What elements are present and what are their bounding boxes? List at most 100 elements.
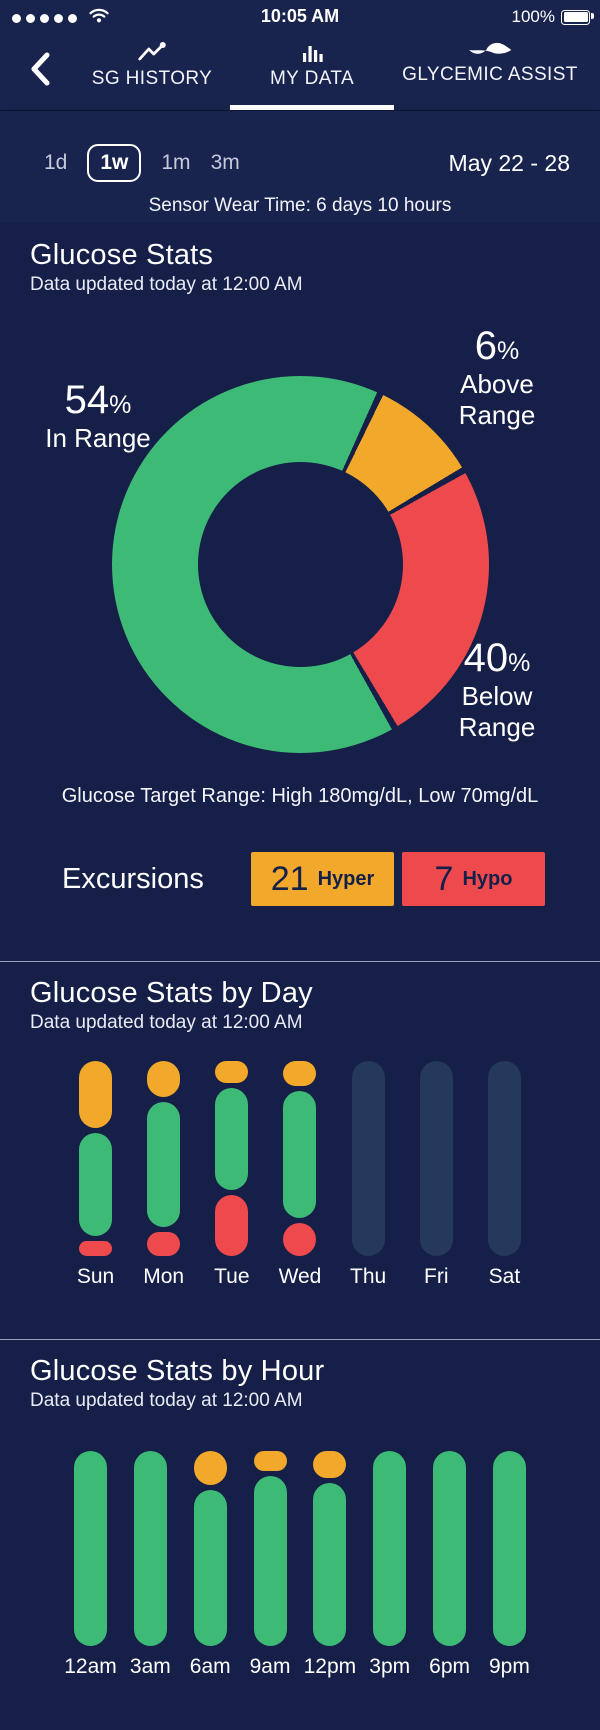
- bar-segment-in-range: [373, 1451, 407, 1646]
- bar-segment-in-range: [313, 1483, 347, 1646]
- bar-category-label: Thu: [350, 1265, 387, 1288]
- tab-glycemic-assist[interactable]: GLYCEMIC ASSIST: [402, 32, 578, 110]
- bar-category-label: Mon: [143, 1265, 185, 1288]
- bar-stack: [351, 1061, 385, 1256]
- wifi-icon: [89, 8, 109, 28]
- nav-bar: SG HISTORY MY DATA GLYCEMIC ASSIST: [0, 32, 600, 111]
- bar-column-3am: 3am: [130, 1451, 171, 1679]
- hyper-label: Hyper: [317, 867, 375, 890]
- bar-chart-icon: [300, 41, 324, 68]
- bar-segment-in-range: [283, 1091, 317, 1218]
- bar-segment-empty-bar: [487, 1061, 521, 1256]
- glucose-by-day-section: Glucose Stats by Day Data updated today …: [0, 961, 600, 1339]
- bar-column-thu: Thu: [350, 1061, 387, 1289]
- bar-stack: [79, 1061, 112, 1256]
- bar-column-3pm: 3pm: [369, 1451, 410, 1679]
- range-option-1d[interactable]: 1d: [44, 151, 68, 174]
- bar-segment-empty-bar: [351, 1061, 385, 1256]
- by-hour-subtitle: Data updated today at 12:00 AM: [30, 1390, 303, 1411]
- bar-stack: [487, 1061, 521, 1256]
- by-hour-title: Glucose Stats by Hour: [30, 1355, 325, 1387]
- bar-segment-above-range: [313, 1451, 347, 1479]
- bar-column-12am: 12am: [64, 1451, 117, 1679]
- bar-column-9pm: 9pm: [489, 1451, 530, 1679]
- bar-stack: [313, 1451, 347, 1646]
- bar-column-sat: Sat: [487, 1061, 521, 1289]
- excursions-row: Excursions 21 Hyper 7 Hypo: [0, 852, 600, 906]
- sensor-wear-time: Sensor Wear Time: 6 days 10 hours: [148, 195, 452, 216]
- hypo-label: Hypo: [462, 867, 513, 890]
- bar-segment-in-range: [79, 1132, 112, 1237]
- bar-category-label: Tue: [214, 1265, 250, 1288]
- status-bar: 10:05 AM 100%: [0, 0, 600, 32]
- tab-sg-history[interactable]: SG HISTORY: [92, 32, 213, 110]
- tab-label: MY DATA: [269, 68, 355, 89]
- bar-stack: [253, 1451, 287, 1646]
- donut-label-in-range: 54% In Range: [45, 378, 151, 453]
- bar-category-label: 6pm: [429, 1655, 470, 1678]
- target-range-text: Glucose Target Range: High 180mg/dL, Low…: [61, 785, 539, 807]
- tab-label: SG HISTORY: [91, 68, 213, 89]
- bar-segment-in-range: [253, 1475, 287, 1646]
- signal-dots-icon: [12, 13, 77, 23]
- tab-my-data[interactable]: MY DATA: [270, 32, 354, 110]
- bar-category-label: 9pm: [488, 1655, 530, 1678]
- tab-label: GLYCEMIC ASSIST: [402, 64, 578, 85]
- bar-stack: [373, 1451, 407, 1646]
- excursions-label: Excursions: [62, 862, 204, 895]
- range-row: 1d 1w 1m 3m May 22 - 28: [44, 141, 570, 185]
- range-option-1w[interactable]: 1w: [87, 144, 142, 182]
- bar-stack: [215, 1061, 249, 1257]
- status-right: 100%: [511, 7, 594, 27]
- bar-segment-in-range: [147, 1102, 181, 1227]
- bar-segment-above-range: [283, 1061, 317, 1087]
- bar-segment-empty-bar: [419, 1061, 453, 1256]
- bar-category-label: 3pm: [369, 1655, 411, 1678]
- range-option-1m[interactable]: 1m: [161, 151, 191, 174]
- bar-category-label: 12am: [64, 1655, 117, 1678]
- bar-segment-above-range: [147, 1061, 181, 1098]
- donut-label-above-range: 6% Above Range: [458, 324, 536, 430]
- hypo-badge: 7 Hypo: [402, 852, 545, 906]
- bar-segment-above-range: [215, 1061, 249, 1083]
- chevron-left-icon: [28, 52, 52, 90]
- date-range-label[interactable]: May 22 - 28: [448, 149, 570, 176]
- excursion-badges: 21 Hyper 7 Hypo: [251, 852, 545, 906]
- donut-label-below-range: 40% Below Range: [458, 636, 536, 742]
- bar-column-tue: Tue: [214, 1061, 250, 1289]
- bar-category-label: Sun: [76, 1265, 115, 1288]
- bar-column-fri: Fri: [419, 1061, 453, 1289]
- by-day-title: Glucose Stats by Day: [30, 977, 313, 1009]
- bar-category-label: 6am: [189, 1655, 231, 1678]
- bar-column-wed: Wed: [279, 1061, 321, 1289]
- bar-column-6am: 6am: [190, 1451, 231, 1679]
- glucose-by-hour-section: Glucose Stats by Hour Data updated today…: [0, 1339, 600, 1730]
- battery-percent: 100%: [511, 7, 555, 26]
- range-selector-band: 1d 1w 1m 3m May 22 - 28 Sensor Wear Time…: [0, 111, 600, 223]
- bar-segment-in-range: [215, 1087, 249, 1190]
- bar-segment-below-range: [215, 1195, 249, 1257]
- bar-stack: [433, 1451, 467, 1646]
- bar-stack: [133, 1451, 167, 1646]
- bar-stack: [492, 1451, 526, 1646]
- bar-segment-in-range: [193, 1489, 227, 1646]
- bar-column-9am: 9am: [250, 1451, 290, 1679]
- bar-column-sun: Sun: [76, 1061, 115, 1289]
- back-button[interactable]: [20, 46, 60, 94]
- bar-stack: [283, 1061, 317, 1256]
- bar-segment-in-range: [74, 1451, 107, 1646]
- bar-segment-above-range: [79, 1061, 112, 1128]
- bar-segment-in-range: [433, 1451, 467, 1646]
- bar-category-label: Sat: [488, 1265, 521, 1288]
- bar-column-mon: Mon: [143, 1061, 184, 1289]
- bar-stack: [193, 1451, 227, 1646]
- bar-segment-below-range: [147, 1231, 181, 1256]
- battery-icon: [561, 9, 594, 25]
- range-option-3m[interactable]: 3m: [210, 151, 240, 174]
- bar-segment-below-range: [283, 1222, 317, 1256]
- glucose-stats-section: Glucose Stats Data updated today at 12:0…: [0, 223, 600, 961]
- bar-segment-above-range: [193, 1451, 227, 1485]
- status-left: [12, 8, 109, 28]
- glucose-stats-title: Glucose Stats: [30, 239, 214, 271]
